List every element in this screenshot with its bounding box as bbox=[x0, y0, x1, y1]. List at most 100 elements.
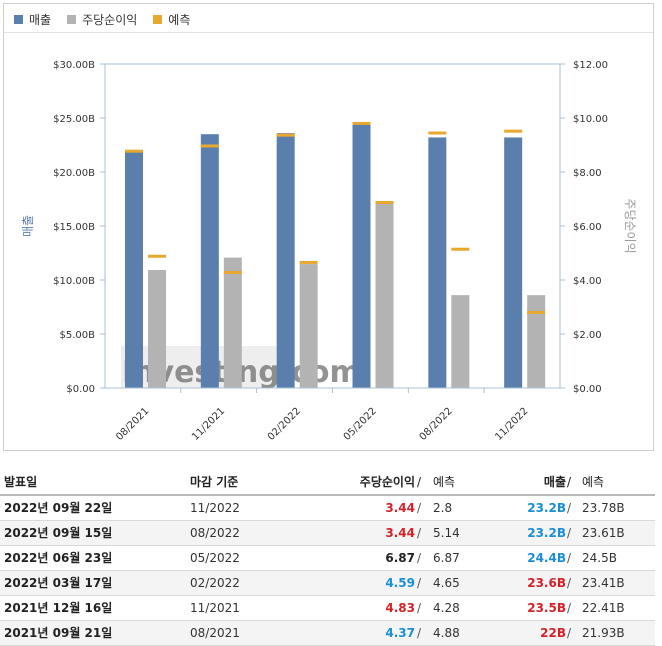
table-cell-eps: 3.44 bbox=[385, 526, 415, 540]
table-cell-revenue-forecast: 23.78B bbox=[582, 501, 625, 515]
header-separator: / bbox=[417, 475, 422, 489]
y-tick-label: $15.00B bbox=[53, 222, 95, 233]
revenue-forecast-mark bbox=[200, 144, 219, 148]
table-cell-revenue: 22B bbox=[540, 626, 566, 640]
eps-bar bbox=[451, 295, 470, 388]
plot-frame bbox=[104, 63, 561, 389]
table-row: 2022년 03월 17일 02/2022 4.59/4.65 23.6B/23.41… bbox=[0, 571, 655, 596]
legend-item-eps[interactable]: 주당순이익 bbox=[67, 11, 137, 28]
table-cell-separator: / bbox=[567, 601, 572, 615]
y-tick-label: $30.00B bbox=[53, 60, 95, 71]
table-cell-date: 2022년 06월 23일 bbox=[4, 551, 113, 565]
table-cell-eps: 4.37 bbox=[385, 626, 415, 640]
table-cell-date: 2021년 09월 21일 bbox=[4, 626, 113, 640]
header-eps[interactable]: 주당순이익 bbox=[359, 475, 415, 489]
table-row: 2022년 09월 22일 11/2022 3.44/2.8 23.2B/23.78B bbox=[0, 496, 655, 521]
bars-group bbox=[125, 124, 546, 388]
table-cell-eps-forecast: 2.8 bbox=[433, 501, 453, 515]
table-cell-eps-forecast: 6.87 bbox=[433, 551, 460, 565]
table-cell-revenue-forecast: 21.93B bbox=[582, 626, 625, 640]
revenue-swatch-icon bbox=[14, 14, 23, 24]
eps-bar bbox=[223, 257, 242, 388]
table-row: 2022년 09월 15일 08/2022 3.44/5.14 23.2B/23.61… bbox=[0, 521, 655, 546]
x-tick-label: 02/2022 bbox=[266, 406, 303, 443]
table-cell-revenue: 23.5B bbox=[527, 601, 566, 615]
y-axis-left-title: 매출 bbox=[21, 215, 35, 237]
table-row: 2022년 06월 23일 05/2022 6.87/6.87 24.4B/24.5B bbox=[0, 546, 655, 571]
y-axis-right-title: 주당순이익 bbox=[623, 198, 637, 253]
eps-bar bbox=[527, 295, 546, 388]
revenue-bar bbox=[428, 137, 447, 388]
table-cell-period: 02/2022 bbox=[190, 576, 240, 590]
header-revenue[interactable]: 매출 bbox=[543, 475, 566, 489]
table-cell-revenue-forecast: 22.41B bbox=[582, 601, 625, 615]
eps-forecast-mark bbox=[527, 310, 546, 314]
revenue-forecast-mark bbox=[125, 149, 143, 153]
y-tick-label: $20.00B bbox=[53, 168, 95, 179]
legend-item-revenue[interactable]: 매출 bbox=[14, 11, 51, 28]
earnings-chart: $0.00 $5.00B $10.00B $15.00B $20.00B $25.00B $… bbox=[21, 60, 637, 443]
y-tick-label: $25.00B bbox=[53, 114, 95, 125]
table-cell-date: 2022년 03월 17일 bbox=[4, 576, 113, 590]
y-axis-left: $0.00 $5.00B $10.00B $15.00B $20.00B $25.00B $… bbox=[53, 60, 105, 395]
eps-forecast-mark bbox=[148, 254, 166, 258]
table-cell-date: 2021년 12월 16일 bbox=[4, 601, 113, 615]
y2-tick-label: $4.00 bbox=[573, 276, 602, 287]
table-cell-revenue-forecast: 23.61B bbox=[582, 526, 625, 540]
y2-tick-label: $10.00 bbox=[573, 114, 608, 125]
y2-tick-label: $2.00 bbox=[573, 330, 602, 341]
revenue-forecast-mark bbox=[352, 121, 371, 125]
header-eps-forecast[interactable]: 예측 bbox=[433, 475, 456, 489]
header-revenue-forecast[interactable]: 예측 bbox=[582, 475, 605, 489]
revenue-forecast-mark bbox=[428, 131, 447, 135]
table-cell-separator: / bbox=[567, 626, 572, 640]
x-tick-label: 05/2022 bbox=[342, 406, 379, 443]
table-cell-period: 08/2021 bbox=[190, 626, 240, 640]
table-cell-eps: 4.83 bbox=[385, 601, 415, 615]
revenue-bar bbox=[200, 134, 219, 388]
x-tick-label: 08/2022 bbox=[418, 406, 455, 443]
table-cell-revenue: 24.4B bbox=[527, 551, 566, 565]
legend-divider bbox=[4, 32, 653, 33]
x-tick-label: 11/2022 bbox=[493, 406, 530, 443]
y2-tick-label: $0.00 bbox=[573, 384, 602, 395]
table-cell-revenue: 23.6B bbox=[527, 576, 566, 590]
table-cell-eps-forecast: 4.28 bbox=[433, 601, 460, 615]
y-tick-label: $10.00B bbox=[53, 276, 95, 287]
eps-forecast-mark bbox=[451, 247, 470, 251]
earnings-table: 발표일 마감 기준 주당순이익 / 예측 매출 / 예측 2022년 09월 2… bbox=[0, 470, 655, 646]
eps-bar bbox=[299, 264, 318, 388]
revenue-bar bbox=[276, 133, 295, 388]
table-cell-revenue: 23.2B bbox=[527, 526, 566, 540]
revenue-bar bbox=[352, 124, 371, 388]
header-separator: / bbox=[567, 475, 572, 489]
table-cell-eps-forecast: 4.88 bbox=[433, 626, 460, 640]
table-header-row: 발표일 마감 기준 주당순이익 / 예측 매출 / 예측 bbox=[0, 470, 655, 496]
table-cell-separator: / bbox=[417, 576, 422, 590]
table-cell-period: 05/2022 bbox=[190, 551, 240, 565]
table-cell-revenue: 23.2B bbox=[527, 501, 566, 515]
table-cell-separator: / bbox=[567, 576, 572, 590]
header-date[interactable]: 발표일 bbox=[4, 475, 38, 489]
eps-bar bbox=[375, 202, 394, 388]
table-cell-separator: / bbox=[567, 526, 572, 540]
y2-tick-label: $6.00 bbox=[573, 222, 602, 233]
table-row: 2021년 12월 16일 11/2021 4.83/4.28 23.5B/22.41… bbox=[0, 596, 655, 621]
revenue-bar bbox=[125, 150, 143, 388]
forecast-marks-group bbox=[125, 121, 546, 314]
legend-item-forecast[interactable]: 예측 bbox=[153, 11, 190, 28]
table-cell-date: 2022년 09월 15일 bbox=[4, 526, 113, 540]
eps-forecast-mark bbox=[299, 260, 318, 264]
legend-revenue-label: 매출 bbox=[29, 12, 52, 27]
table-cell-period: 11/2022 bbox=[190, 501, 240, 515]
earnings-chart-panel: 매출 주당순이익 예측 $0.00 $5.00B $10.00B $15.00B $20… bbox=[3, 3, 654, 451]
table-cell-period: 08/2022 bbox=[190, 526, 240, 540]
table-cell-eps: 4.59 bbox=[385, 576, 415, 590]
table-cell-separator: / bbox=[567, 501, 572, 515]
y-tick-label: $5.00B bbox=[60, 330, 96, 341]
table-cell-separator: / bbox=[417, 551, 422, 565]
table-cell-date: 2022년 09월 22일 bbox=[4, 501, 113, 515]
header-period[interactable]: 마감 기준 bbox=[190, 475, 239, 489]
table-cell-separator: / bbox=[417, 526, 422, 540]
eps-bar bbox=[148, 270, 166, 388]
